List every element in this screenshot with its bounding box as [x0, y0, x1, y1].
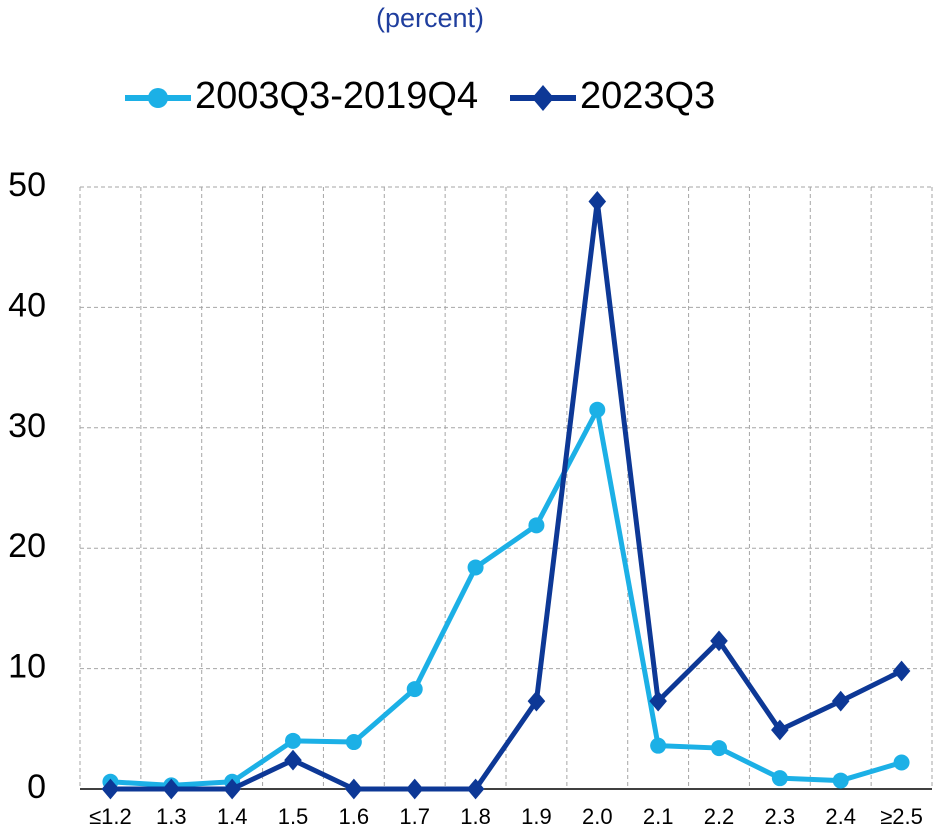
x-tick-label: 1.3: [156, 804, 187, 829]
x-tick-label: 2.1: [643, 804, 674, 829]
x-tick-label: ≥2.5: [880, 804, 923, 829]
legend-marker: [532, 85, 554, 111]
x-tick-label: 2.4: [825, 804, 856, 829]
x-tick-label: 1.9: [521, 804, 552, 829]
point: [467, 559, 484, 576]
point: [588, 191, 607, 212]
point: [832, 772, 849, 789]
y-tick-label: 20: [8, 527, 46, 565]
x-tick-label: 1.4: [217, 804, 248, 829]
point: [223, 778, 241, 800]
point: [589, 401, 606, 418]
point: [284, 749, 302, 771]
point: [711, 740, 727, 757]
y-tick-label: 10: [8, 648, 46, 686]
chart-title: (percent): [376, 3, 484, 33]
y-tick-label: 50: [8, 166, 46, 204]
point: [710, 630, 728, 652]
point: [406, 681, 423, 698]
point: [649, 690, 667, 712]
point: [528, 517, 545, 534]
x-tick-label: 2.0: [582, 804, 613, 829]
series-line: [110, 407, 903, 788]
point: [527, 690, 546, 712]
point: [162, 778, 181, 800]
point: [892, 660, 911, 682]
x-tick-label: 1.5: [278, 804, 309, 829]
point: [345, 734, 362, 751]
x-tick-label: ≤1.2: [89, 804, 132, 829]
point: [101, 778, 120, 800]
point: [405, 778, 424, 800]
legend-label: 2023Q3: [580, 75, 715, 117]
point: [345, 778, 363, 800]
x-tick-label: 2.3: [765, 804, 796, 829]
y-tick-label: 40: [8, 286, 46, 324]
x-tick-label: 1.6: [339, 804, 370, 829]
x-tick-label: 1.7: [399, 804, 430, 829]
point: [285, 732, 301, 749]
point: [771, 719, 789, 741]
point: [771, 770, 788, 787]
series-line: [110, 198, 903, 792]
y-tick-label: 30: [8, 407, 46, 445]
x-tick-label: 2.2: [704, 804, 735, 829]
point: [831, 690, 850, 712]
point: [650, 737, 667, 754]
legend-marker: [148, 88, 168, 108]
point: [466, 778, 485, 800]
x-tick-label: 1.8: [460, 804, 491, 829]
y-tick-label: 0: [27, 768, 46, 806]
legend-label: 2003Q3-2019Q4: [195, 75, 478, 117]
point: [893, 754, 910, 771]
